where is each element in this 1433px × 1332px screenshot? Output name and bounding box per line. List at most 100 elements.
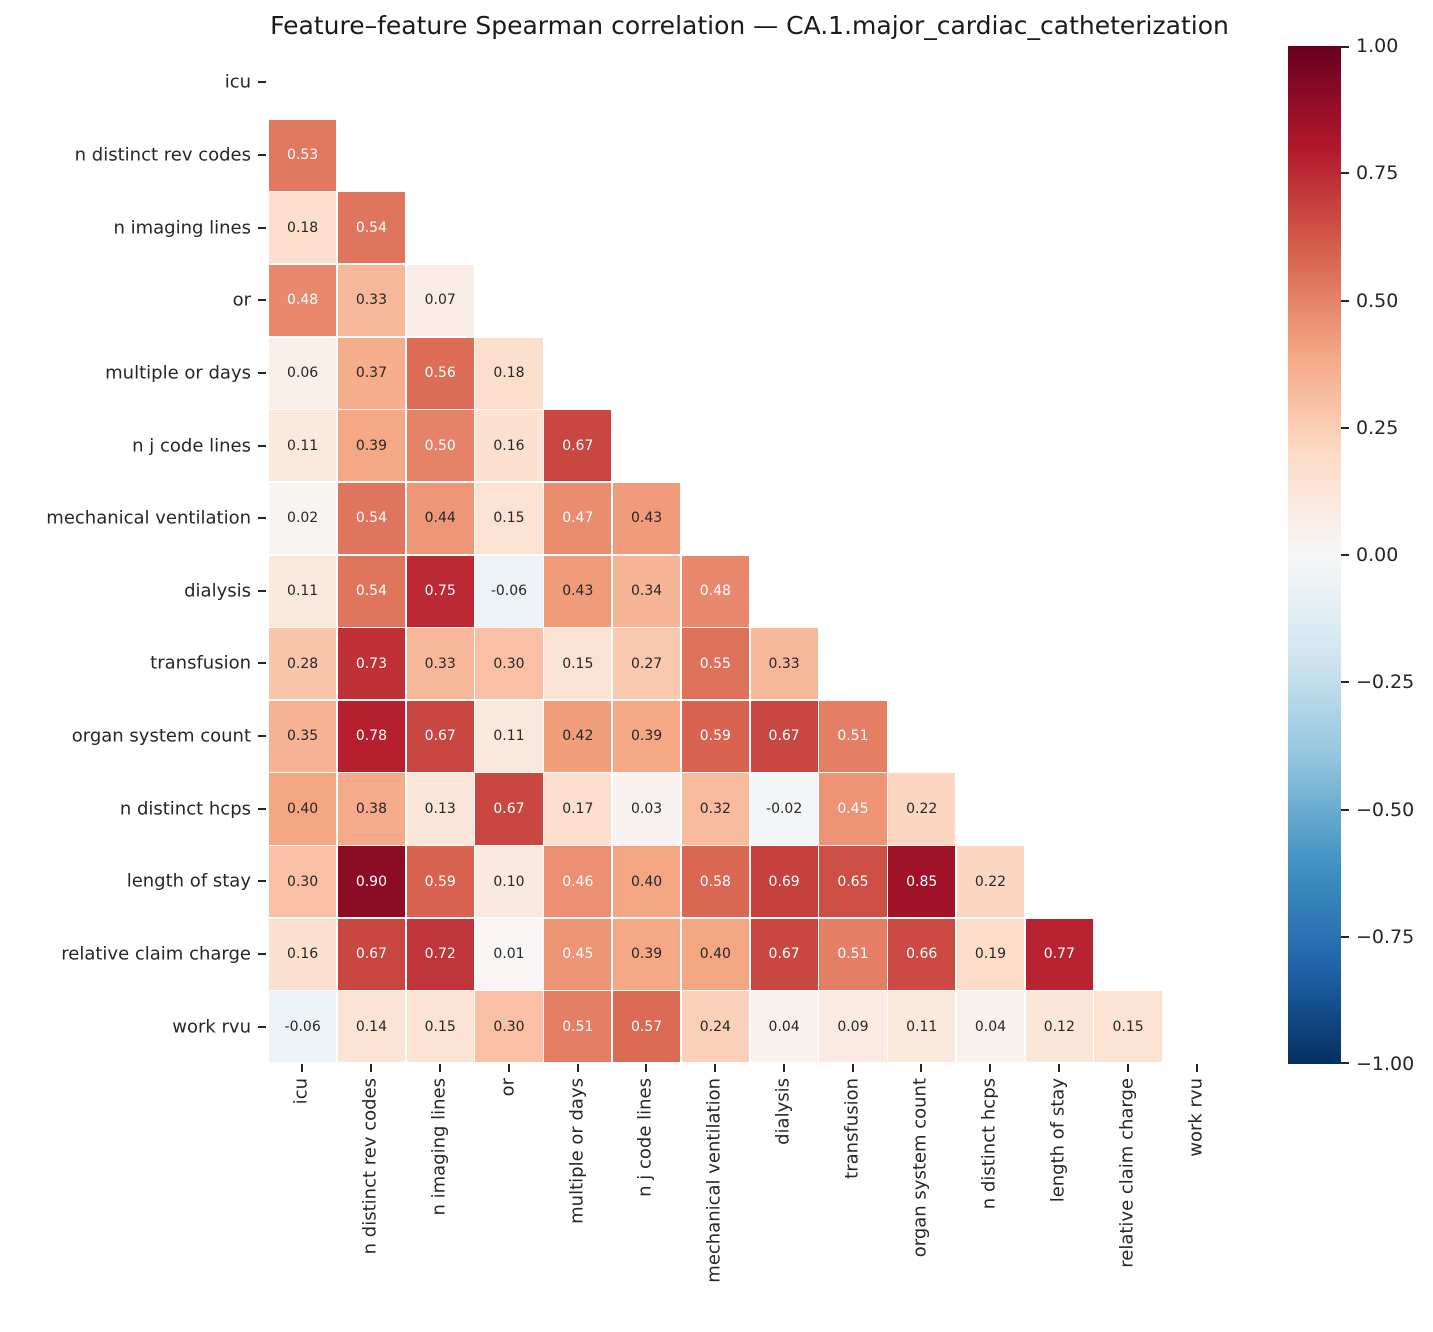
y-axis-tick bbox=[258, 662, 266, 665]
x-tick-label: mechanical ventilation bbox=[703, 1078, 725, 1283]
x-tick-label: n distinct hcps bbox=[978, 1078, 1000, 1210]
heatmap-cell: 0.15 bbox=[405, 990, 475, 1064]
x-tick-label: or bbox=[497, 1078, 519, 1097]
heatmap-cell: 0.37 bbox=[336, 336, 407, 410]
y-axis-tick bbox=[258, 735, 266, 738]
heatmap-cell: 0.34 bbox=[611, 554, 682, 628]
colorbar-tick bbox=[1341, 299, 1349, 302]
heatmap-cell: 0.67 bbox=[543, 409, 613, 483]
y-tick-label: n j code lines bbox=[132, 435, 251, 457]
heatmap-cell: -0.06 bbox=[268, 990, 338, 1064]
heatmap-cell: 0.54 bbox=[336, 481, 407, 555]
x-tick-label: length of stay bbox=[1047, 1078, 1069, 1203]
heatmap-cell: 0.45 bbox=[543, 917, 613, 991]
heatmap-cell: 0.73 bbox=[336, 627, 407, 701]
heatmap-cell: 0.11 bbox=[887, 990, 957, 1064]
heatmap-cell: 0.39 bbox=[336, 409, 407, 483]
heatmap-cell: 0.54 bbox=[336, 554, 407, 628]
heatmap-cell: 0.51 bbox=[818, 917, 888, 991]
heatmap-cell: 0.32 bbox=[680, 772, 750, 846]
heatmap-cell: 0.39 bbox=[611, 699, 682, 773]
heatmap-cell: 0.67 bbox=[405, 699, 475, 773]
y-tick-label: mechanical ventilation bbox=[46, 507, 251, 529]
x-tick-label: relative claim charge bbox=[1116, 1078, 1138, 1268]
y-axis-tick bbox=[258, 589, 266, 592]
colorbar-tick-label: −0.50 bbox=[1356, 798, 1415, 821]
heatmap-cell: 0.07 bbox=[405, 263, 475, 338]
heatmap-cell: 0.10 bbox=[474, 845, 544, 919]
heatmap-cell: 0.16 bbox=[474, 409, 544, 483]
heatmap-cell: 0.16 bbox=[268, 917, 338, 991]
x-tick-label: transfusion bbox=[841, 1078, 863, 1179]
colorbar-tick bbox=[1341, 1062, 1349, 1064]
x-tick-label: n imaging lines bbox=[428, 1078, 450, 1216]
heatmap-cell: 0.48 bbox=[268, 263, 338, 338]
x-axis-tick bbox=[507, 1064, 510, 1072]
heatmap-cell: 0.15 bbox=[1093, 990, 1163, 1064]
heatmap-cell: 0.38 bbox=[336, 772, 407, 846]
heatmap-cell: 0.40 bbox=[268, 772, 338, 846]
y-tick-label: icu bbox=[224, 71, 251, 93]
heatmap-cell: 0.24 bbox=[680, 990, 750, 1064]
heatmap-cell: 0.17 bbox=[543, 772, 613, 846]
heatmap-cell: 0.47 bbox=[543, 481, 613, 555]
heatmap-cell: 0.15 bbox=[543, 627, 613, 701]
chart-title: Feature–feature Spearman correlation — C… bbox=[270, 11, 1229, 40]
heatmap-cell: 0.06 bbox=[268, 336, 338, 410]
heatmap-cell: 0.77 bbox=[1024, 917, 1094, 991]
x-axis-tick bbox=[645, 1064, 648, 1072]
y-axis-tick bbox=[258, 807, 266, 810]
y-tick-label: or bbox=[232, 289, 251, 311]
heatmap-cell: 0.59 bbox=[680, 699, 750, 773]
heatmap-cell: 0.33 bbox=[405, 627, 475, 701]
heatmap-cell: 0.55 bbox=[680, 627, 750, 701]
heatmap-cell: 0.27 bbox=[611, 627, 682, 701]
heatmap-cell: 0.75 bbox=[405, 554, 475, 628]
heatmap-cell: 0.39 bbox=[611, 917, 682, 991]
y-tick-label: dialysis bbox=[184, 580, 251, 602]
colorbar-tick bbox=[1341, 46, 1349, 48]
heatmap-cell: 0.72 bbox=[405, 917, 475, 991]
heatmap-cell: 0.67 bbox=[749, 917, 819, 991]
y-axis-tick bbox=[258, 1025, 266, 1028]
heatmap-cell: -0.02 bbox=[749, 772, 819, 846]
heatmap-cell: 0.53 bbox=[268, 118, 338, 192]
heatmap-cell: 0.45 bbox=[818, 772, 888, 846]
heatmap-cell: 0.22 bbox=[887, 772, 957, 846]
y-tick-label: n imaging lines bbox=[113, 217, 251, 239]
heatmap-cell: 0.33 bbox=[336, 263, 407, 338]
heatmap-cell: 0.56 bbox=[405, 336, 475, 410]
heatmap-cell: 0.48 bbox=[680, 554, 750, 628]
heatmap-cell: 0.35 bbox=[268, 699, 338, 773]
colorbar-tick-label: 1.00 bbox=[1356, 35, 1399, 57]
colorbar-tick-label: 0.25 bbox=[1356, 416, 1399, 439]
heatmap-cell: 0.50 bbox=[405, 409, 475, 483]
heatmap-cell: 0.69 bbox=[749, 845, 819, 919]
heatmap-cell: 0.66 bbox=[887, 917, 957, 991]
heatmap-cell: 0.90 bbox=[336, 845, 407, 919]
heatmap-cell: -0.06 bbox=[474, 554, 544, 628]
colorbar-tick bbox=[1341, 172, 1349, 175]
heatmap-cell: 0.43 bbox=[611, 481, 682, 555]
y-tick-label: n distinct hcps bbox=[119, 798, 251, 820]
x-axis-tick bbox=[1058, 1064, 1061, 1072]
heatmap-cell: 0.59 bbox=[405, 845, 475, 919]
x-tick-label: n j code lines bbox=[634, 1078, 656, 1197]
y-axis-tick bbox=[258, 299, 266, 302]
x-axis-tick bbox=[714, 1064, 717, 1072]
y-axis-tick bbox=[258, 517, 266, 520]
x-axis-tick bbox=[1195, 1064, 1198, 1072]
colorbar-tick-label: −0.25 bbox=[1356, 671, 1415, 694]
colorbar-tick-label: −0.75 bbox=[1356, 925, 1415, 948]
x-axis-tick bbox=[782, 1064, 785, 1072]
colorbar-tick bbox=[1341, 681, 1349, 684]
x-tick-label: multiple or days bbox=[566, 1078, 588, 1224]
heatmap-cell: 0.67 bbox=[749, 699, 819, 773]
x-axis-tick bbox=[370, 1064, 373, 1072]
heatmap-cell: 0.09 bbox=[818, 990, 888, 1064]
y-axis-tick bbox=[258, 371, 266, 374]
y-tick-label: multiple or days bbox=[105, 362, 251, 384]
y-tick-label: relative claim charge bbox=[61, 943, 251, 965]
colorbar bbox=[1288, 46, 1341, 1064]
